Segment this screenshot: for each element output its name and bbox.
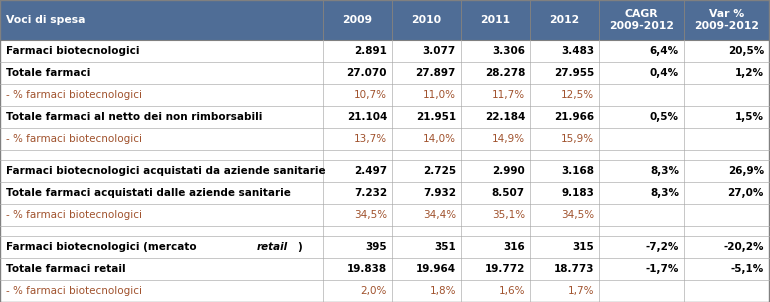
Text: 27.897: 27.897 [416,68,456,78]
Text: 27.070: 27.070 [346,68,387,78]
Text: 35,1%: 35,1% [492,210,525,220]
Text: 20,5%: 20,5% [728,46,764,56]
Text: Var %
2009-2012: Var % 2009-2012 [694,9,759,31]
Text: 0,5%: 0,5% [650,112,679,122]
Text: 11,7%: 11,7% [492,90,525,100]
Text: 7.232: 7.232 [354,188,387,198]
Text: 1,8%: 1,8% [430,286,456,296]
Bar [0,84,769,106]
Bar [0,204,769,226]
Text: 19.964: 19.964 [416,264,456,274]
Text: 1,5%: 1,5% [735,112,764,122]
Text: 34,5%: 34,5% [354,210,387,220]
Text: -1,7%: -1,7% [645,264,679,274]
Bar [0,106,769,128]
Text: 34,4%: 34,4% [423,210,456,220]
Text: 2012: 2012 [549,15,580,25]
Text: 12,5%: 12,5% [561,90,594,100]
Bar [0,150,769,160]
Text: Totale farmaci: Totale farmaci [6,68,90,78]
Bar [0,226,769,236]
Text: 315: 315 [572,242,594,252]
Text: 21.104: 21.104 [346,112,387,122]
Text: 2.497: 2.497 [354,166,387,176]
Text: - % farmaci biotecnologici: - % farmaci biotecnologici [6,134,142,144]
Text: retail: retail [256,242,288,252]
Text: Totale farmaci al netto dei non rimborsabili: Totale farmaci al netto dei non rimborsa… [6,112,263,122]
Text: 395: 395 [366,242,387,252]
Text: 2.891: 2.891 [354,46,387,56]
Text: ): ) [296,242,302,252]
Text: 27.955: 27.955 [554,68,594,78]
Text: 22.184: 22.184 [484,112,525,122]
Text: 34,5%: 34,5% [561,210,594,220]
Text: 26,9%: 26,9% [728,166,764,176]
Bar [0,0,769,40]
Text: 8.507: 8.507 [492,188,525,198]
Text: 2009: 2009 [343,15,373,25]
Text: 18.773: 18.773 [554,264,594,274]
Text: 19.838: 19.838 [346,264,387,274]
Text: 351: 351 [434,242,456,252]
Bar [0,62,769,84]
Text: 9.183: 9.183 [561,188,594,198]
Text: 6,4%: 6,4% [650,46,679,56]
Text: Totale farmaci retail: Totale farmaci retail [6,264,126,274]
Bar [0,258,769,280]
Text: 2010: 2010 [411,15,441,25]
Text: 3.077: 3.077 [423,46,456,56]
Text: - % farmaci biotecnologici: - % farmaci biotecnologici [6,90,142,100]
Text: 27,0%: 27,0% [728,188,764,198]
Text: Voci di spesa: Voci di spesa [6,15,85,25]
Text: 0,4%: 0,4% [650,68,679,78]
Text: 21.966: 21.966 [554,112,594,122]
Text: - % farmaci biotecnologici: - % farmaci biotecnologici [6,210,142,220]
Text: Totale farmaci acquistati dalle aziende sanitarie: Totale farmaci acquistati dalle aziende … [6,188,291,198]
Bar [0,182,769,204]
Text: 10,7%: 10,7% [354,90,387,100]
Text: 1,6%: 1,6% [498,286,525,296]
Text: 2011: 2011 [480,15,511,25]
Bar [0,160,769,182]
Bar [0,128,769,150]
Text: 3.168: 3.168 [561,166,594,176]
Bar [0,40,769,62]
Text: 8,3%: 8,3% [650,166,679,176]
Text: 3.483: 3.483 [561,46,594,56]
Text: 11,0%: 11,0% [423,90,456,100]
Text: 1,2%: 1,2% [735,68,764,78]
Text: 7.932: 7.932 [423,188,456,198]
Text: Farmaci biotecnologici (mercato: Farmaci biotecnologici (mercato [6,242,200,252]
Text: 14,0%: 14,0% [423,134,456,144]
Text: 13,7%: 13,7% [354,134,387,144]
Text: 19.772: 19.772 [484,264,525,274]
Text: 28.278: 28.278 [484,68,525,78]
Text: 2.725: 2.725 [423,166,456,176]
Text: 316: 316 [504,242,525,252]
Text: 21.951: 21.951 [416,112,456,122]
Text: Farmaci biotecnologici acquistati da aziende sanitarie: Farmaci biotecnologici acquistati da azi… [6,166,326,176]
Text: 2.990: 2.990 [492,166,525,176]
Text: 2,0%: 2,0% [360,286,387,296]
Text: CAGR
2009-2012: CAGR 2009-2012 [609,9,674,31]
Text: 1,7%: 1,7% [567,286,594,296]
Text: 15,9%: 15,9% [561,134,594,144]
Text: 14,9%: 14,9% [492,134,525,144]
Text: - % farmaci biotecnologici: - % farmaci biotecnologici [6,286,142,296]
Text: -20,2%: -20,2% [724,242,764,252]
Bar [0,236,769,258]
Text: Farmaci biotecnologici: Farmaci biotecnologici [6,46,139,56]
Text: 3.306: 3.306 [492,46,525,56]
Text: 8,3%: 8,3% [650,188,679,198]
Text: -7,2%: -7,2% [645,242,679,252]
Text: -5,1%: -5,1% [731,264,764,274]
Bar [0,280,769,302]
